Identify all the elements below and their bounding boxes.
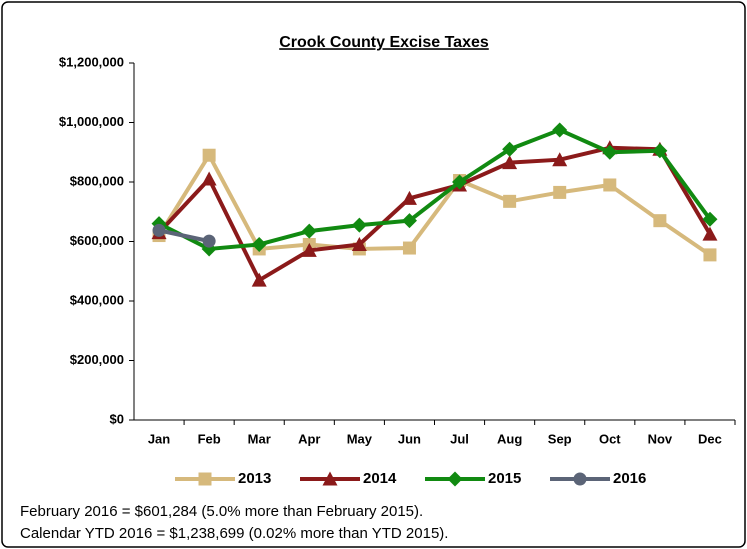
y-tick-label: $1,200,000 (59, 54, 124, 69)
marker (251, 272, 267, 287)
chart-title: Crook County Excise Taxes (279, 34, 489, 51)
marker (402, 241, 416, 255)
annotation: Calendar YTD 2016 = $1,238,699 (0.02% mo… (20, 525, 448, 542)
y-tick-label: $1,000,000 (59, 114, 124, 129)
legend-label: 2015 (488, 470, 521, 487)
y-tick-label: $200,000 (70, 352, 124, 367)
x-tick-label: Mar (248, 431, 271, 446)
marker (152, 223, 166, 237)
x-tick-label: Sep (548, 431, 572, 446)
x-tick-label: Apr (298, 431, 320, 446)
x-tick-label: Dec (698, 431, 722, 446)
marker (401, 213, 417, 229)
series-line (157, 145, 712, 283)
marker (202, 234, 216, 248)
marker (201, 171, 217, 186)
marker (198, 472, 212, 486)
y-tick-label: $600,000 (70, 233, 124, 248)
series-line (158, 127, 712, 251)
marker (251, 236, 267, 252)
marker (401, 190, 417, 205)
annotation: February 2016 = $601,284 (5.0% more than… (20, 503, 423, 520)
x-tick-label: Jul (450, 431, 469, 446)
legend-label: 2016 (613, 470, 646, 487)
legend-label: 2014 (363, 470, 397, 487)
marker (502, 141, 518, 157)
y-tick-label: $0 (110, 411, 124, 426)
legend-label: 2013 (238, 470, 271, 487)
marker (502, 155, 518, 170)
y-tick-label: $400,000 (70, 292, 124, 307)
series-line (158, 228, 210, 244)
marker (351, 217, 367, 233)
x-tick-label: Nov (648, 431, 673, 446)
marker (603, 178, 617, 192)
marker (322, 471, 338, 486)
series-line (157, 153, 712, 257)
marker (702, 211, 718, 227)
marker (202, 148, 216, 162)
marker (573, 472, 587, 486)
y-tick-label: $800,000 (70, 173, 124, 188)
marker (702, 226, 718, 241)
marker (703, 248, 717, 262)
marker (553, 185, 567, 199)
marker (503, 194, 517, 208)
x-tick-label: Jan (148, 431, 170, 446)
marker (301, 223, 317, 239)
x-tick-label: May (347, 431, 373, 446)
marker (602, 144, 618, 160)
x-tick-label: Feb (198, 431, 221, 446)
marker (653, 214, 667, 228)
x-tick-label: Jun (398, 431, 421, 446)
x-tick-label: Oct (599, 431, 621, 446)
marker (447, 471, 463, 487)
marker (452, 174, 468, 190)
marker (552, 152, 568, 167)
marker (351, 236, 367, 251)
marker (652, 143, 668, 159)
marker (301, 242, 317, 257)
marker (552, 122, 568, 138)
x-tick-label: Aug (497, 431, 522, 446)
